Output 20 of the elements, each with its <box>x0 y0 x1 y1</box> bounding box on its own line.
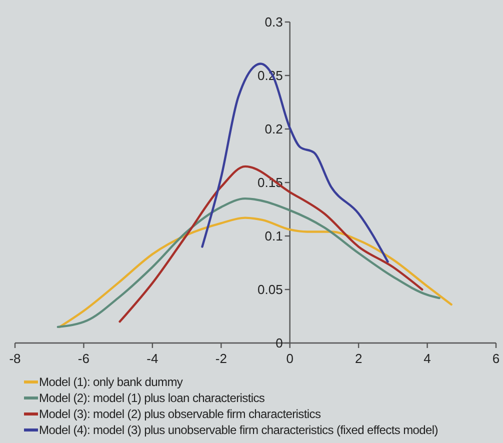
x-tick-label: -6 <box>78 351 90 366</box>
x-tick-label: 2 <box>354 351 362 366</box>
line-series <box>56 197 440 328</box>
x-tick-label: -4 <box>146 351 158 366</box>
legend-label: Model (1): only bank dummy <box>39 375 183 390</box>
legend-label: Model (2): model (1) plus loan characteristics <box>39 391 265 406</box>
x-tick-label: 4 <box>424 351 431 366</box>
line-series <box>58 216 452 328</box>
x-tick-label: 0 <box>286 351 294 366</box>
legend-label: Model (3): model (2) plus observable firm characteristics <box>39 407 321 422</box>
line-series <box>201 62 389 263</box>
legend-label: Model (4): model (3) plus unobservable firm characteristics (fixed effects model) <box>39 423 438 438</box>
x-tick-label: -8 <box>9 351 21 366</box>
x-tick-label: -2 <box>215 351 227 366</box>
line-series <box>118 165 424 323</box>
y-tick-label: 0.1 <box>264 228 283 244</box>
y-tick-label: 0.2 <box>264 122 283 137</box>
y-tick-label: 0.3 <box>264 14 283 30</box>
y-tick-label: 0.05 <box>258 282 283 298</box>
x-tick-label: 6 <box>492 351 500 366</box>
